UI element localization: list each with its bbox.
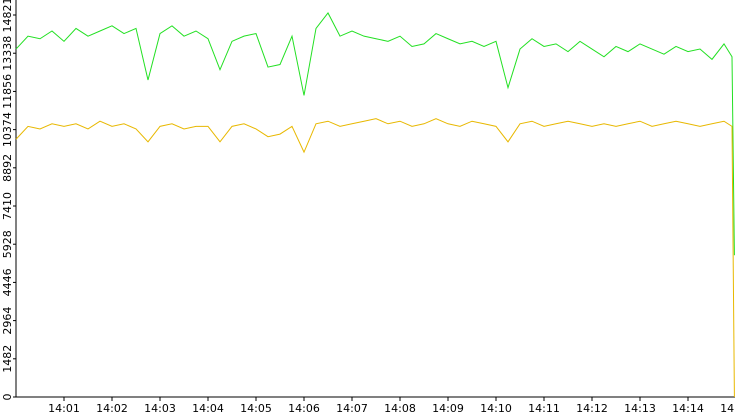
y-tick-label: 7410 (1, 192, 14, 220)
x-tick-label: 14:01 (48, 402, 80, 415)
y-tick-label: 11856 (1, 74, 14, 109)
y-tick-label: 0 (1, 394, 14, 401)
x-tick-label: 14:13 (624, 402, 656, 415)
x-tick-label: 14:06 (288, 402, 320, 415)
y-tick-label: 4446 (1, 268, 14, 296)
x-tick-label: 14:03 (144, 402, 176, 415)
y-tick-label: 13338 (1, 36, 14, 71)
x-tick-label: 14:12 (576, 402, 608, 415)
y-tick-label: 1482 (1, 345, 14, 373)
x-tick-label: 14:14 (672, 402, 704, 415)
x-tick-label: 14:02 (96, 402, 128, 415)
x-tick-label: 14:04 (192, 402, 224, 415)
x-tick-label: 14:08 (384, 402, 416, 415)
x-tick-label: 14:11 (528, 402, 560, 415)
x-tick-label: 14:15 (720, 402, 735, 415)
y-tick-label: 5928 (1, 230, 14, 258)
x-tick-label: 14:07 (336, 402, 368, 415)
x-tick-label: 14:10 (480, 402, 512, 415)
series-line (15, 118, 735, 398)
y-tick-label: 2964 (1, 307, 14, 335)
y-tick-label: 8892 (1, 154, 14, 182)
y-tick-label: 14821 (1, 0, 14, 33)
x-tick-label: 14:09 (432, 402, 464, 415)
series-line (15, 12, 735, 256)
y-tick-label: 10374 (1, 112, 14, 147)
x-tick-label: 14:05 (240, 402, 272, 415)
